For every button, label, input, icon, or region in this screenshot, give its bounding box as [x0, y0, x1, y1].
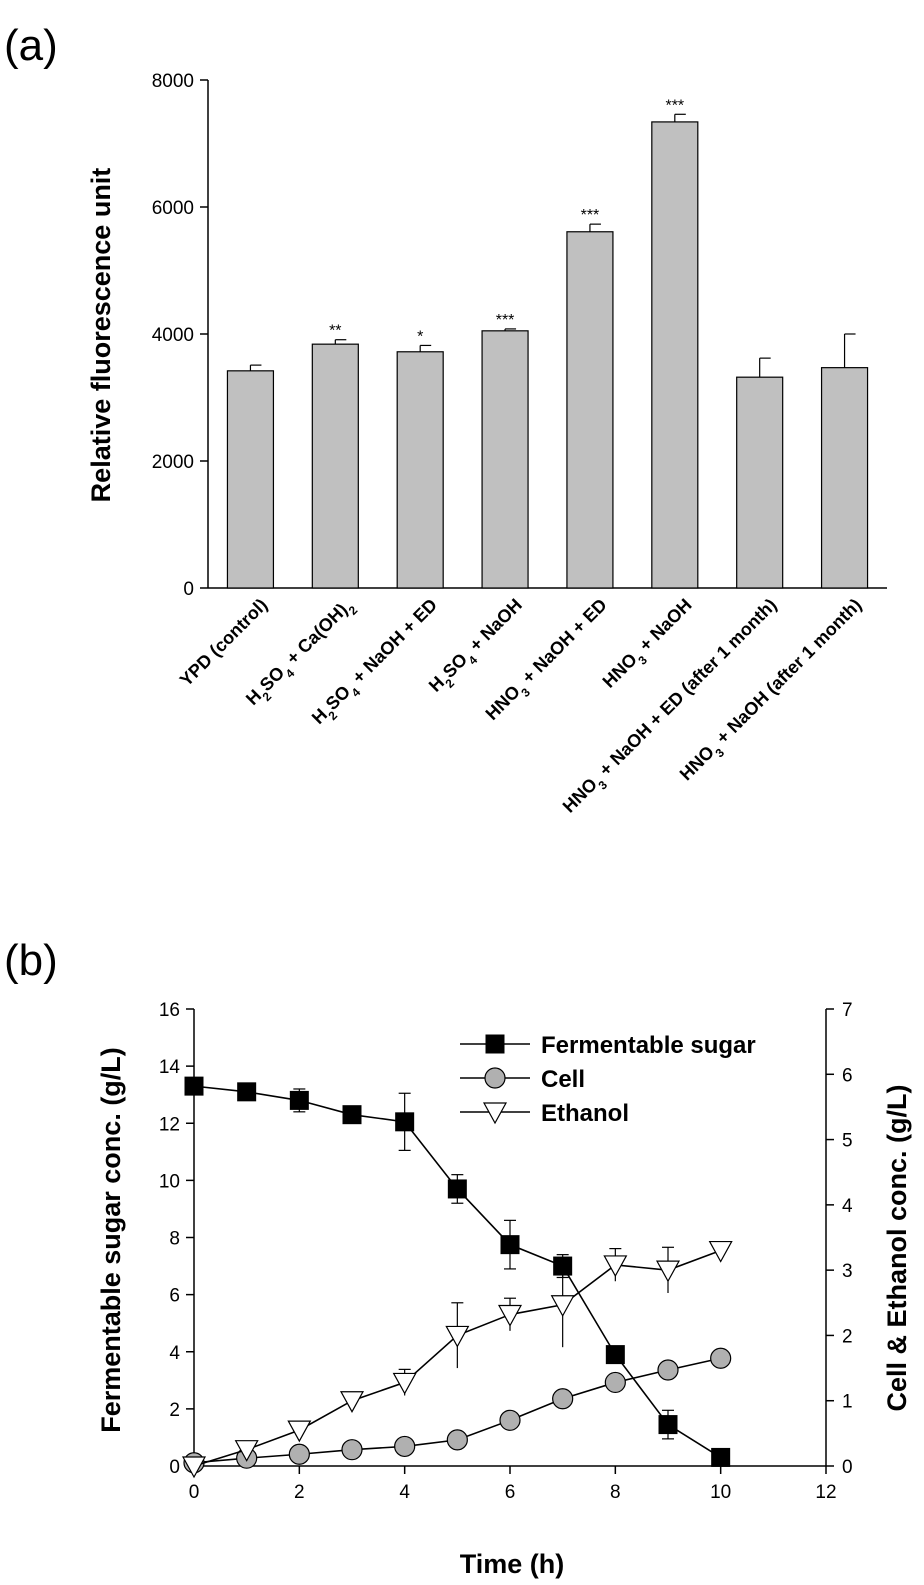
significance-mark: *** — [665, 97, 684, 114]
ethanol-point — [603, 1255, 628, 1278]
bar-chart-y-axis-title: Relative fluorescence unit — [86, 168, 116, 503]
x-tick-label: 4 — [399, 1482, 410, 1503]
x-tick-label: 2 — [294, 1482, 305, 1503]
fermentable-sugar-point — [553, 1256, 573, 1276]
x-tick-label: 12 — [815, 1482, 836, 1503]
cell-point — [657, 1359, 679, 1381]
y2-tick-label: 2 — [842, 1326, 853, 1347]
y2-tick-label: 5 — [842, 1131, 853, 1152]
cell-point — [288, 1443, 310, 1465]
bar — [566, 231, 614, 589]
legend-label-ethanol: Ethanol — [541, 1100, 629, 1127]
fermentable-sugar-point — [237, 1082, 257, 1102]
x-tick-label: 8 — [610, 1482, 621, 1503]
y2-tick-label: 0 — [842, 1457, 853, 1478]
bar — [736, 376, 784, 589]
x-tick-label: 0 — [189, 1482, 200, 1503]
ethanol-point — [392, 1372, 417, 1395]
fermentable-sugar-point — [658, 1415, 678, 1435]
y-tick-label: 0 — [169, 1457, 180, 1478]
y2-tick-label: 6 — [842, 1065, 853, 1086]
x-tick-label: 6 — [505, 1482, 516, 1503]
y-tick-label: 4 — [169, 1343, 180, 1364]
cell-point — [341, 1439, 363, 1461]
y2-tick-label: 1 — [842, 1392, 853, 1413]
category-label: H2SO4 + NaOH — [425, 595, 530, 700]
fermentable-sugar-line — [193, 1085, 722, 1459]
y-tick-label: 6 — [169, 1286, 180, 1307]
ethanol-point — [287, 1420, 312, 1443]
ethanol-point — [655, 1260, 681, 1283]
bar-chart: 0 2000 4000 6000 8000 YPD (control) ** H2SO4 + … — [152, 71, 887, 817]
ethanol-point — [181, 1456, 207, 1479]
fermentable-sugar-point — [395, 1112, 415, 1132]
ethanol-point — [550, 1295, 575, 1317]
category-label: HNO3 + NaOH (after 1 month) — [676, 595, 870, 789]
fermentable-sugar-point — [447, 1179, 467, 1199]
cell-point — [552, 1388, 574, 1410]
cell-point — [604, 1371, 626, 1394]
bar — [481, 330, 529, 589]
bar — [651, 121, 699, 589]
line-chart-y2-axis-title: Cell & Ethanol conc. (g/L) — [882, 1084, 912, 1411]
legend-label-fermentable-sugar: Fermentable sugar — [541, 1032, 756, 1059]
fermentable-sugar-point — [184, 1076, 204, 1096]
significance-mark: *** — [581, 207, 600, 224]
legend-marker-fermentable-sugar — [485, 1034, 505, 1054]
y-tick-label: 14 — [159, 1057, 181, 1078]
ethanol-point — [445, 1325, 470, 1348]
fermentable-sugar-point — [342, 1105, 362, 1125]
bar — [311, 343, 359, 589]
y-tick-label: 8 — [169, 1229, 180, 1250]
fermentable-sugar-point — [289, 1090, 309, 1110]
bar — [226, 370, 275, 589]
cell-point — [499, 1409, 521, 1431]
category-label: YPD (control) — [176, 595, 271, 690]
legend-marker-ethanol — [482, 1102, 508, 1125]
significance-mark: * — [417, 328, 423, 345]
panel-b-label: (b) — [4, 936, 58, 985]
panel-a-label: (a) — [4, 21, 58, 70]
line-chart-y-axis-title: Fermentable sugar conc. (g/L) — [96, 1047, 126, 1433]
legend-label-cell: Cell — [541, 1066, 585, 1093]
y-tick-label: 12 — [159, 1114, 180, 1135]
fermentable-sugar-point — [711, 1447, 731, 1467]
legend: Fermentable sugar Cell Ethanol — [460, 1032, 756, 1127]
y-tick-label: 8000 — [152, 71, 194, 92]
fermentable-sugar-point — [605, 1345, 625, 1365]
y-tick-label: 2000 — [152, 452, 194, 473]
y-tick-label: 16 — [159, 1000, 180, 1021]
fermentable-sugar-point — [500, 1235, 520, 1255]
significance-mark: *** — [496, 312, 515, 329]
y-tick-label: 0 — [183, 579, 194, 600]
y-tick-label: 4000 — [152, 325, 194, 346]
legend-marker-cell — [484, 1067, 506, 1089]
ethanol-point — [497, 1304, 523, 1327]
cell-point — [446, 1429, 468, 1451]
y2-tick-label: 7 — [842, 1000, 853, 1021]
bar — [820, 367, 869, 589]
bar — [396, 351, 444, 589]
significance-mark: ** — [329, 323, 341, 340]
ethanol-point — [708, 1240, 733, 1263]
x-tick-label: 10 — [710, 1482, 731, 1503]
y-tick-label: 6000 — [152, 198, 194, 219]
y2-tick-label: 4 — [842, 1196, 853, 1217]
line-chart-x-axis-title: Time (h) — [460, 1549, 565, 1579]
y2-tick-label: 3 — [842, 1261, 853, 1282]
y-tick-label: 2 — [169, 1400, 180, 1421]
y-tick-label: 10 — [159, 1171, 180, 1192]
cell-point — [394, 1435, 416, 1458]
ethanol-point — [234, 1440, 259, 1462]
cell-point — [710, 1347, 732, 1369]
ethanol-point — [339, 1391, 365, 1413]
